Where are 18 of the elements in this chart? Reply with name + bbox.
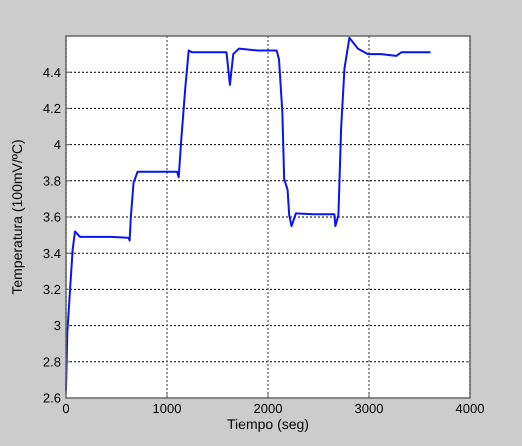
x-tick-label: 1000 bbox=[152, 401, 182, 416]
y-tick-label: 4.2 bbox=[42, 100, 61, 116]
x-tick-label: 0 bbox=[62, 401, 70, 416]
y-tick-label: 2.6 bbox=[42, 390, 61, 406]
y-tick-label: 3.8 bbox=[42, 173, 61, 188]
y-tick-label: 2.8 bbox=[42, 354, 61, 370]
x-tick-label: 4000 bbox=[456, 401, 484, 416]
x-tick-label: 2000 bbox=[254, 401, 282, 416]
y-axis-title: Temperatura (100mV/ºC) bbox=[9, 139, 25, 295]
x-tick-label: 3000 bbox=[354, 401, 384, 416]
y-tick-label: 3 bbox=[54, 318, 61, 334]
y-tick-label: 3.4 bbox=[42, 246, 61, 261]
x-axis-title: Tiempo (seg) bbox=[227, 416, 309, 432]
y-tick-label: 4.4 bbox=[42, 64, 61, 80]
line-series bbox=[65, 36, 431, 392]
y-tick-label: 3.6 bbox=[42, 210, 61, 225]
y-tick-label: 3.2 bbox=[42, 282, 61, 297]
y-tick-label: 4 bbox=[54, 137, 61, 152]
